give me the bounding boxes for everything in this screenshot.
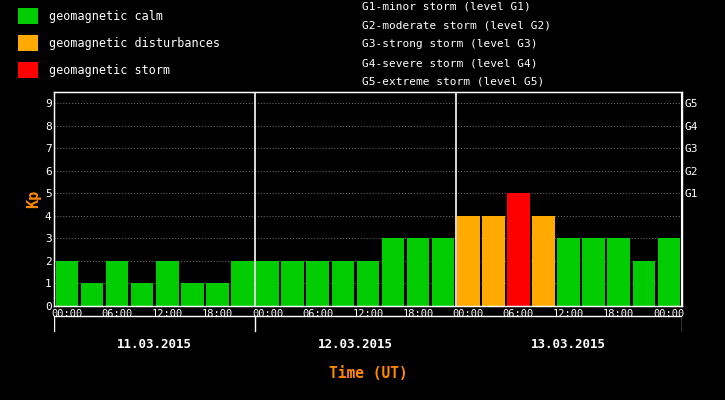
Text: G3-strong storm (level G3): G3-strong storm (level G3) — [362, 39, 538, 49]
Bar — [281, 261, 304, 306]
Bar — [432, 238, 455, 306]
Bar — [382, 238, 405, 306]
Text: Time (UT): Time (UT) — [328, 366, 407, 382]
Bar — [156, 261, 178, 306]
FancyBboxPatch shape — [18, 35, 38, 51]
Text: G1-minor storm (level G1): G1-minor storm (level G1) — [362, 1, 531, 11]
Text: G5-extreme storm (level G5): G5-extreme storm (level G5) — [362, 77, 544, 87]
Bar — [257, 261, 279, 306]
Bar — [507, 193, 530, 306]
Bar — [558, 238, 580, 306]
FancyBboxPatch shape — [18, 8, 38, 24]
Bar — [658, 238, 680, 306]
Text: geomagnetic calm: geomagnetic calm — [49, 10, 163, 23]
Bar — [457, 216, 479, 306]
Bar — [206, 284, 228, 306]
Text: 12.03.2015: 12.03.2015 — [318, 338, 393, 351]
Text: geomagnetic disturbances: geomagnetic disturbances — [49, 37, 220, 50]
Text: G4-severe storm (level G4): G4-severe storm (level G4) — [362, 58, 538, 68]
Bar — [307, 261, 329, 306]
FancyBboxPatch shape — [18, 62, 38, 78]
Bar — [532, 216, 555, 306]
Bar — [407, 238, 429, 306]
Bar — [181, 284, 204, 306]
Bar — [131, 284, 154, 306]
Y-axis label: Kp: Kp — [25, 190, 41, 208]
Bar — [231, 261, 254, 306]
Bar — [80, 284, 103, 306]
Bar — [608, 238, 630, 306]
Bar — [106, 261, 128, 306]
Bar — [482, 216, 505, 306]
Bar — [357, 261, 379, 306]
Text: geomagnetic storm: geomagnetic storm — [49, 64, 170, 77]
Bar — [582, 238, 605, 306]
Text: 13.03.2015: 13.03.2015 — [531, 338, 606, 351]
Bar — [633, 261, 655, 306]
Text: G2-moderate storm (level G2): G2-moderate storm (level G2) — [362, 20, 552, 30]
Bar — [56, 261, 78, 306]
Bar — [331, 261, 354, 306]
Text: 11.03.2015: 11.03.2015 — [117, 338, 192, 351]
